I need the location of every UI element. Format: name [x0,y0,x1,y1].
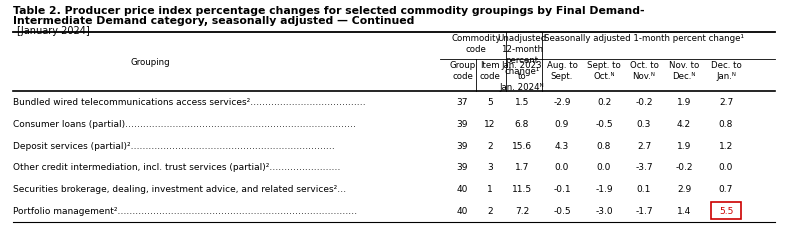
Text: -2.9: -2.9 [554,97,571,106]
Text: 40: 40 [457,206,468,215]
Text: 1: 1 [487,184,493,194]
Text: 1.7: 1.7 [515,163,529,172]
Text: 2.9: 2.9 [677,184,691,194]
Text: 39: 39 [457,163,468,172]
Text: Consumer loans (partial)……………………………………………………………………: Consumer loans (partial)…………………………………………… [13,119,356,128]
Text: -0.2: -0.2 [635,97,653,106]
Text: 2: 2 [487,141,492,150]
Text: 40: 40 [457,184,468,194]
Text: Bundled wired telecommunications access services²…………………………………: Bundled wired telecommunications access … [13,97,366,106]
Text: 0.1: 0.1 [637,184,651,194]
Text: Oct. to
Nov.ᴺ: Oct. to Nov.ᴺ [630,60,658,80]
Text: 11.5: 11.5 [512,184,532,194]
Text: 4.3: 4.3 [555,141,569,150]
Text: 5: 5 [487,97,493,106]
Text: 12: 12 [485,119,496,128]
Text: Table 2. Producer price index percentage changes for selected commodity grouping: Table 2. Producer price index percentage… [13,6,645,16]
Text: -0.2: -0.2 [676,163,693,172]
Text: -1.9: -1.9 [596,184,613,194]
Text: 37: 37 [457,97,468,106]
Text: -1.7: -1.7 [635,206,653,215]
Text: 5.5: 5.5 [718,206,734,215]
Text: 2.7: 2.7 [637,141,651,150]
Text: Nov. to
Dec.ᴺ: Nov. to Dec.ᴺ [668,60,699,80]
Text: 0.8: 0.8 [597,141,611,150]
Text: 15.6: 15.6 [512,141,532,150]
Text: Dec. to
Jan.ᴺ: Dec. to Jan.ᴺ [711,60,741,80]
Text: Aug. to
Sept.: Aug. to Sept. [546,60,577,80]
Text: Other credit intermediation, incl. trust services (partial)²……………………: Other credit intermediation, incl. trust… [13,163,340,172]
Text: Securities brokerage, dealing, investment advice, and related services²…: Securities brokerage, dealing, investmen… [13,184,346,194]
Text: Group
code: Group code [450,60,476,80]
Text: 39: 39 [457,119,468,128]
Text: 3: 3 [487,163,493,172]
Text: -3.7: -3.7 [635,163,653,172]
Text: -0.5: -0.5 [554,206,571,215]
Text: -3.0: -3.0 [596,206,613,215]
Text: 2.7: 2.7 [719,97,733,106]
Text: 0.3: 0.3 [637,119,651,128]
Text: Jan. 2023
to
Jan. 2024ᴺ: Jan. 2023 to Jan. 2024ᴺ [500,60,544,91]
Text: Item
code: Item code [480,60,500,80]
Text: 6.8: 6.8 [515,119,529,128]
Text: 1.9: 1.9 [676,141,691,150]
Text: 0.7: 0.7 [718,184,734,194]
Text: [January 2024]: [January 2024] [17,26,90,36]
Text: 1.5: 1.5 [515,97,529,106]
Text: 39: 39 [457,141,468,150]
Text: Commodity
code: Commodity code [451,34,501,54]
Text: 0.0: 0.0 [718,163,734,172]
Text: Unadjusted
12-month
percent
change¹: Unadjusted 12-month percent change¹ [497,34,546,76]
Text: 1.4: 1.4 [677,206,691,215]
Text: 0.0: 0.0 [555,163,569,172]
Text: 4.2: 4.2 [677,119,691,128]
Text: Portfolio management²………………………………………………………………………: Portfolio management²…………………………………………………… [13,206,357,215]
Text: 0.0: 0.0 [597,163,611,172]
Text: -0.5: -0.5 [596,119,613,128]
Text: 2: 2 [487,206,492,215]
Text: 0.8: 0.8 [718,119,734,128]
Text: Sept. to
Oct.ᴺ: Sept. to Oct.ᴺ [587,60,621,80]
Text: -0.1: -0.1 [554,184,571,194]
Text: 0.2: 0.2 [597,97,611,106]
Text: 0.9: 0.9 [555,119,569,128]
Text: 7.2: 7.2 [515,206,529,215]
Text: 1.9: 1.9 [676,97,691,106]
Text: Intermediate Demand category, seasonally adjusted — Continued: Intermediate Demand category, seasonally… [13,16,415,26]
Text: Grouping: Grouping [130,58,170,66]
Text: Seasonally adjusted 1-month percent change¹: Seasonally adjusted 1-month percent chan… [544,34,744,43]
Text: 1.2: 1.2 [719,141,733,150]
Text: Deposit services (partial)²……………………………………………………………: Deposit services (partial)²…………………………………… [13,141,335,150]
